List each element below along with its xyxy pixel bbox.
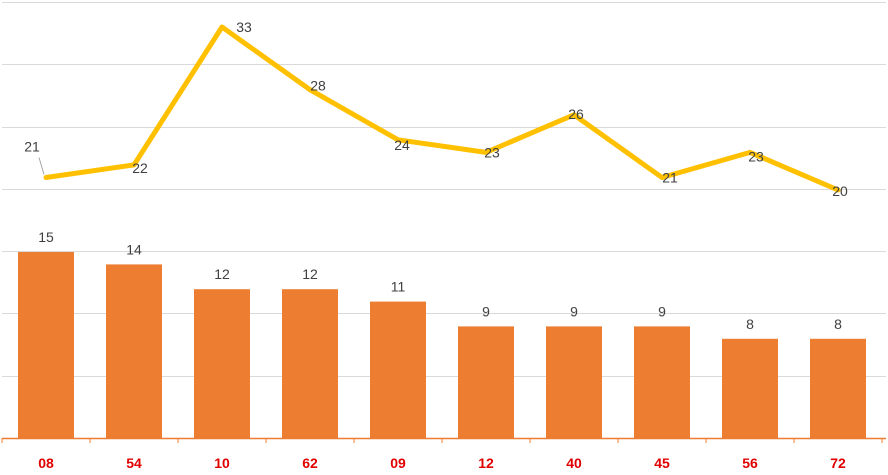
bar-value-label: 8 bbox=[834, 316, 842, 332]
line-series bbox=[43, 24, 841, 193]
bar-value-label: 9 bbox=[482, 303, 490, 319]
x-tick-label: 72 bbox=[830, 455, 846, 471]
x-tick-label: 56 bbox=[742, 455, 758, 471]
line-value-label: 21 bbox=[24, 138, 40, 154]
series-line bbox=[43, 24, 841, 193]
line-value-label: 22 bbox=[132, 160, 148, 176]
line-value-label: 28 bbox=[310, 78, 326, 94]
bar-value-label: 12 bbox=[214, 266, 230, 282]
x-tick-label: 45 bbox=[654, 455, 670, 471]
x-tick-label: 12 bbox=[478, 455, 494, 471]
x-tick-label: 54 bbox=[126, 455, 142, 471]
line-value-label: 20 bbox=[832, 183, 848, 199]
line-value-label: 24 bbox=[394, 137, 410, 153]
bar bbox=[722, 338, 778, 438]
x-axis bbox=[1, 437, 886, 443]
bar-value-label: 8 bbox=[746, 316, 754, 332]
bar-value-label: 11 bbox=[391, 279, 406, 295]
bar bbox=[810, 338, 866, 438]
data-labels: 15 14 12 12 11 9 9 9 8 8 21 22 33 28 24 23 26 21 23 20 bbox=[24, 19, 848, 332]
x-tick-label: 09 bbox=[390, 455, 406, 471]
x-tick-label: 10 bbox=[214, 455, 230, 471]
bar bbox=[634, 326, 690, 438]
x-tick-label: 08 bbox=[38, 455, 54, 471]
bar-value-label: 9 bbox=[658, 303, 666, 319]
line-value-label: 23 bbox=[748, 148, 764, 164]
bar-value-label: 14 bbox=[126, 241, 142, 257]
line-value-label: 23 bbox=[484, 144, 500, 160]
bar-series bbox=[18, 252, 866, 438]
bar-value-label: 15 bbox=[38, 229, 54, 245]
bar bbox=[546, 326, 602, 438]
line-value-label: 33 bbox=[236, 19, 252, 35]
x-tick-label: 62 bbox=[302, 455, 318, 471]
bar bbox=[194, 289, 250, 438]
x-tick-labels: 08 54 10 62 09 12 40 45 56 72 bbox=[38, 455, 846, 471]
bar-value-label: 12 bbox=[302, 266, 318, 282]
label-leader-line bbox=[38, 157, 45, 175]
line-value-label: 26 bbox=[568, 106, 584, 122]
bar-value-label: 9 bbox=[570, 303, 578, 319]
bar bbox=[106, 264, 162, 438]
bar bbox=[370, 301, 426, 438]
bar bbox=[18, 252, 74, 438]
bar bbox=[282, 289, 338, 438]
bar bbox=[458, 326, 514, 438]
line-value-label: 21 bbox=[662, 169, 678, 185]
x-tick-label: 40 bbox=[566, 455, 582, 471]
